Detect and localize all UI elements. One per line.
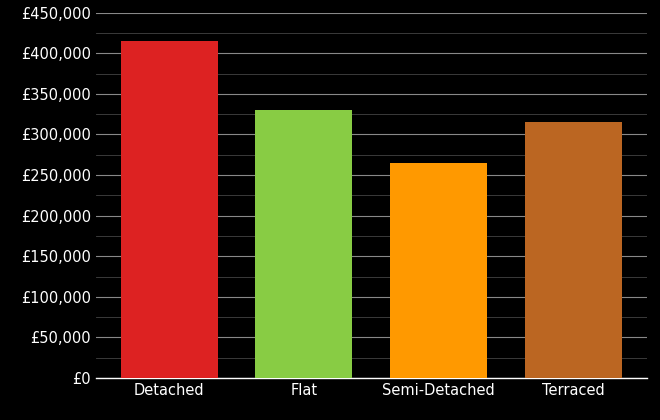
Bar — [390, 163, 487, 378]
Bar — [121, 41, 218, 378]
Bar — [525, 122, 622, 378]
Bar — [255, 110, 352, 378]
